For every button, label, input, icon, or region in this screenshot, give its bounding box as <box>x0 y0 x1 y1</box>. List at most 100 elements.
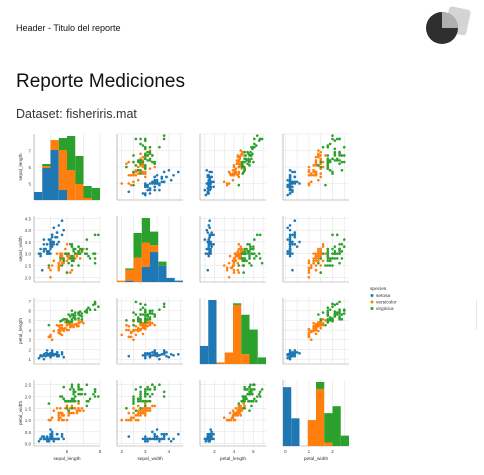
point-virginica <box>64 252 67 256</box>
hist-bar-virginica <box>233 303 242 305</box>
point-virginica <box>333 154 337 157</box>
point-virginica <box>246 388 249 391</box>
point-setosa <box>206 268 210 272</box>
point-virginica <box>338 312 341 315</box>
point-virginica <box>77 392 80 396</box>
point-virginica <box>143 390 147 394</box>
point-setosa <box>286 238 290 241</box>
point-virginica <box>326 247 330 251</box>
point-setosa <box>286 193 290 197</box>
point-virginica <box>151 160 154 164</box>
point-setosa <box>155 354 159 358</box>
point-virginica <box>253 137 256 141</box>
point-setosa <box>39 254 42 258</box>
point-virginica <box>134 388 138 391</box>
point-setosa <box>42 357 46 361</box>
point-versicolor <box>225 266 229 270</box>
point-setosa <box>37 439 41 443</box>
point-virginica <box>70 264 74 267</box>
point-setosa <box>208 226 212 230</box>
point-virginica <box>97 395 100 398</box>
point-virginica <box>162 137 166 141</box>
point-versicolor <box>236 250 240 253</box>
point-versicolor <box>317 254 320 258</box>
y-tick-label: 2.5 <box>25 264 32 269</box>
point-virginica <box>62 397 65 401</box>
point-versicolor <box>57 324 61 328</box>
point-setosa <box>210 231 213 234</box>
point-versicolor <box>136 409 140 412</box>
point-versicolor <box>233 257 237 260</box>
point-versicolor <box>231 259 235 263</box>
point-virginica <box>151 309 154 312</box>
point-setosa <box>54 437 57 441</box>
point-setosa <box>209 252 212 256</box>
point-versicolor <box>57 264 61 267</box>
point-setosa <box>176 352 180 356</box>
hist-bar-virginica <box>42 164 51 166</box>
point-versicolor <box>231 178 235 182</box>
point-virginica <box>93 390 97 394</box>
point-setosa <box>212 180 215 184</box>
point-versicolor <box>312 324 315 328</box>
point-virginica <box>162 390 166 394</box>
point-versicolor <box>153 404 157 408</box>
point-versicolor <box>222 264 226 267</box>
point-versicolor <box>317 320 320 324</box>
pairplot-chart: 5 6 7 sepal_length 2.0 2.5 3.0 3.5 4.0 4.5 sepal_w… <box>18 133 397 462</box>
point-setosa <box>208 242 212 246</box>
point-versicolor <box>307 333 311 337</box>
point-virginica <box>255 134 259 137</box>
point-setosa <box>204 193 208 197</box>
point-virginica <box>253 238 256 241</box>
point-setosa <box>298 352 301 355</box>
point-virginica <box>146 318 149 321</box>
point-versicolor <box>62 261 65 265</box>
point-virginica <box>240 165 244 169</box>
point-virginica <box>73 395 77 398</box>
point-setosa <box>57 437 61 441</box>
point-setosa <box>42 238 46 241</box>
point-setosa <box>293 354 297 358</box>
point-versicolor <box>57 414 61 417</box>
legend-marker-virginica <box>370 307 374 310</box>
point-virginica <box>77 264 80 267</box>
point-virginica <box>248 392 251 396</box>
point-versicolor <box>312 170 315 174</box>
point-virginica <box>249 388 252 391</box>
x-tick-label: 0 <box>284 449 287 454</box>
x-tick-label: 6 <box>252 449 255 454</box>
point-versicolor <box>225 418 229 422</box>
point-virginica <box>143 137 147 141</box>
point-setosa <box>148 188 152 192</box>
point-versicolor <box>129 335 133 339</box>
point-versicolor <box>67 322 70 326</box>
point-virginica <box>258 257 262 260</box>
point-setosa <box>47 439 51 443</box>
point-versicolor <box>229 173 233 177</box>
point-versicolor <box>82 409 85 412</box>
point-versicolor <box>321 318 325 321</box>
point-versicolor <box>234 414 238 417</box>
point-setosa <box>295 245 299 248</box>
point-virginica <box>65 271 69 274</box>
point-setosa <box>206 173 210 177</box>
point-virginica <box>243 250 246 253</box>
point-versicolor <box>317 178 320 182</box>
hist-bar-virginica <box>241 314 250 355</box>
point-virginica <box>153 162 157 165</box>
point-versicolor <box>317 149 320 152</box>
point-versicolor <box>60 418 64 422</box>
point-versicolor <box>136 165 140 169</box>
point-versicolor <box>153 165 157 169</box>
point-virginica <box>88 308 92 311</box>
point-setosa <box>286 183 290 187</box>
point-virginica <box>85 404 89 408</box>
point-setosa <box>127 435 131 438</box>
point-versicolor <box>227 182 231 185</box>
point-setosa <box>288 235 292 239</box>
point-virginica <box>241 395 245 398</box>
point-versicolor <box>239 254 243 258</box>
point-virginica <box>331 264 334 267</box>
point-virginica <box>162 302 166 306</box>
